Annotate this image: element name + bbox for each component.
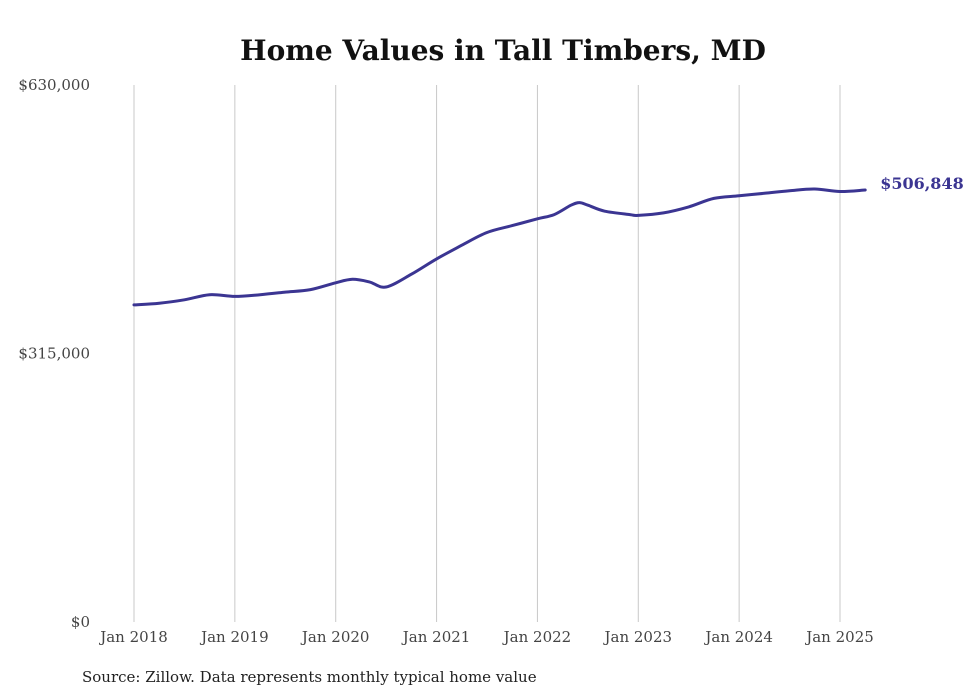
x-tick-label: Jan 2021	[401, 628, 471, 646]
x-tick-label: Jan 2025	[804, 628, 874, 646]
y-tick-label: $630,000	[18, 76, 90, 94]
line-chart: Home Values in Tall Timbers, MD $0 $315,0…	[18, 34, 964, 646]
x-tick-label: Jan 2020	[300, 628, 370, 646]
x-tick-label: Jan 2024	[703, 628, 773, 646]
series-layer: $506,848	[132, 174, 964, 307]
source-note: Source: Zillow. Data represents monthly …	[82, 668, 537, 686]
x-tick-label: Jan 2019	[199, 628, 269, 646]
y-axis-ticks: $0 $315,000 $630,000	[18, 76, 90, 631]
end-value-label: $506,848	[880, 174, 964, 193]
x-tick-label: Jan 2018	[98, 628, 168, 646]
chart-title: Home Values in Tall Timbers, MD	[240, 34, 766, 67]
y-tick-label: $315,000	[18, 345, 90, 363]
x-tick-label: Jan 2023	[603, 628, 673, 646]
x-axis-ticks: Jan 2018 Jan 2019 Jan 2020 Jan 2021 Jan 2022…	[98, 628, 874, 646]
series-line	[132, 187, 867, 307]
gridlines	[133, 85, 841, 622]
x-tick-label: Jan 2022	[502, 628, 572, 646]
y-tick-label: $0	[71, 613, 90, 631]
